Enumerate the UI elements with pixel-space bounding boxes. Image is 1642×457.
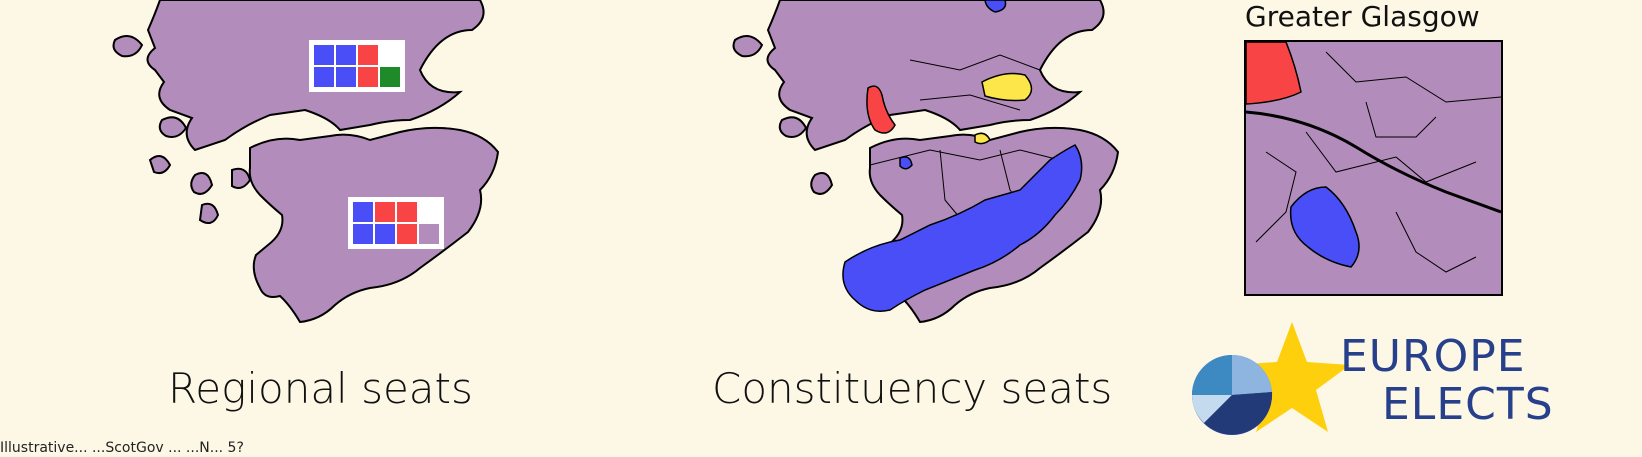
constituency-map-caption: Constituency seats: [712, 364, 1113, 413]
constituency-yellow-2: [974, 132, 991, 145]
seat-square: [336, 45, 356, 65]
seat-square: [419, 224, 439, 244]
constituency-red: [866, 85, 896, 134]
constituency-map-island: [810, 172, 834, 195]
inset-red-constituency: [1246, 42, 1302, 105]
regional-map-caption: Regional seats: [168, 364, 473, 413]
seat-square: [375, 202, 395, 222]
regional-map-island: [190, 172, 214, 195]
constituency-map-island: [732, 35, 764, 58]
logo-line-2: ELECTS: [1382, 379, 1554, 430]
constituency-yellow-1: [981, 72, 1033, 102]
seat-square: [358, 67, 378, 87]
constituency-blue-small: [899, 156, 913, 170]
regional-map: [100, 0, 520, 330]
regional-seat-block-north: [309, 40, 405, 92]
regional-map-island: [158, 116, 188, 138]
constituency-blue-north: [984, 0, 1007, 13]
seat-square: [314, 67, 334, 87]
constituency-map-land: [766, 0, 1105, 152]
regional-seat-block-south: [348, 197, 444, 249]
seat-square: [397, 224, 417, 244]
regional-map-island: [112, 35, 144, 58]
constituency-map-island: [778, 116, 808, 138]
seat-square: [336, 67, 356, 87]
seat-square: [353, 224, 373, 244]
regional-map-island: [198, 202, 220, 225]
constituency-blue-south: [842, 144, 1083, 312]
footnote: Illustrative... ...ScotGov ... ...N... 5…: [0, 440, 244, 456]
europe-elects-logo: EUROPE ELECTS: [1192, 320, 1553, 457]
inset-title: Greater Glasgow: [1245, 0, 1480, 33]
seat-square: [380, 67, 400, 87]
seat-square: [375, 224, 395, 244]
greater-glasgow-inset: [1244, 40, 1503, 296]
regional-map-island: [231, 167, 252, 189]
regional-map-island: [148, 155, 172, 175]
star-and-pie-logo-icon: [1192, 322, 1350, 435]
constituency-map: [720, 0, 1140, 330]
seat-square: [397, 202, 417, 222]
logo-line-1: EUROPE: [1340, 331, 1526, 382]
inset-blue-constituency: [1289, 186, 1360, 268]
seat-square: [358, 45, 378, 65]
seat-square: [314, 45, 334, 65]
seat-square: [353, 202, 373, 222]
